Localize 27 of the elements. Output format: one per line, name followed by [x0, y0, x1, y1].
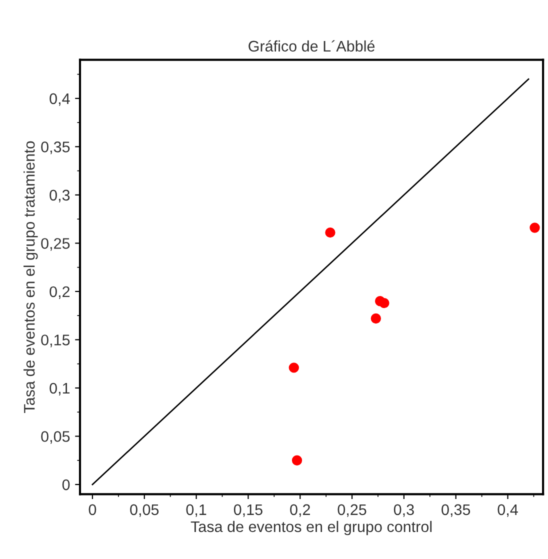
x-tick-label: 0,05	[130, 504, 159, 517]
x-axis-title: Tasa de eventos en el grupo control	[190, 520, 432, 536]
point	[325, 228, 336, 238]
point	[370, 313, 381, 324]
y-tick-label: 0,35	[41, 142, 70, 154]
x-tick-label: 0	[88, 504, 96, 516]
y-tick-label: 0,4	[50, 93, 70, 106]
y-tick-label: 0,15	[41, 334, 70, 348]
y-tick-label: 0,05	[41, 431, 70, 444]
x-tick-label: 0,4	[498, 504, 518, 517]
x-tick-label: 0,2	[290, 504, 310, 517]
y-axis-title: Tasa de eventos en el grupo tratamiento	[24, 141, 38, 413]
y-tick-label: 0,3	[50, 190, 70, 202]
y-tick-label: 0,25	[41, 238, 70, 251]
y-tick-label: 0,2	[50, 286, 70, 299]
x-tick-label: 0,25	[338, 504, 366, 517]
x-tick-label: 0,35	[442, 504, 470, 517]
y-tick-label: 0	[62, 479, 70, 490]
y-tick-label: 0,1	[50, 382, 70, 396]
x-tick-label: 0,3	[394, 504, 414, 517]
point	[379, 298, 390, 308]
x-tick-label: 0,15	[234, 504, 262, 517]
x-tick-label: 0,1	[186, 504, 206, 517]
point	[292, 455, 302, 466]
chart-title: Gráfico de L´Abblé	[248, 40, 375, 52]
point	[530, 222, 540, 233]
point	[288, 362, 299, 373]
